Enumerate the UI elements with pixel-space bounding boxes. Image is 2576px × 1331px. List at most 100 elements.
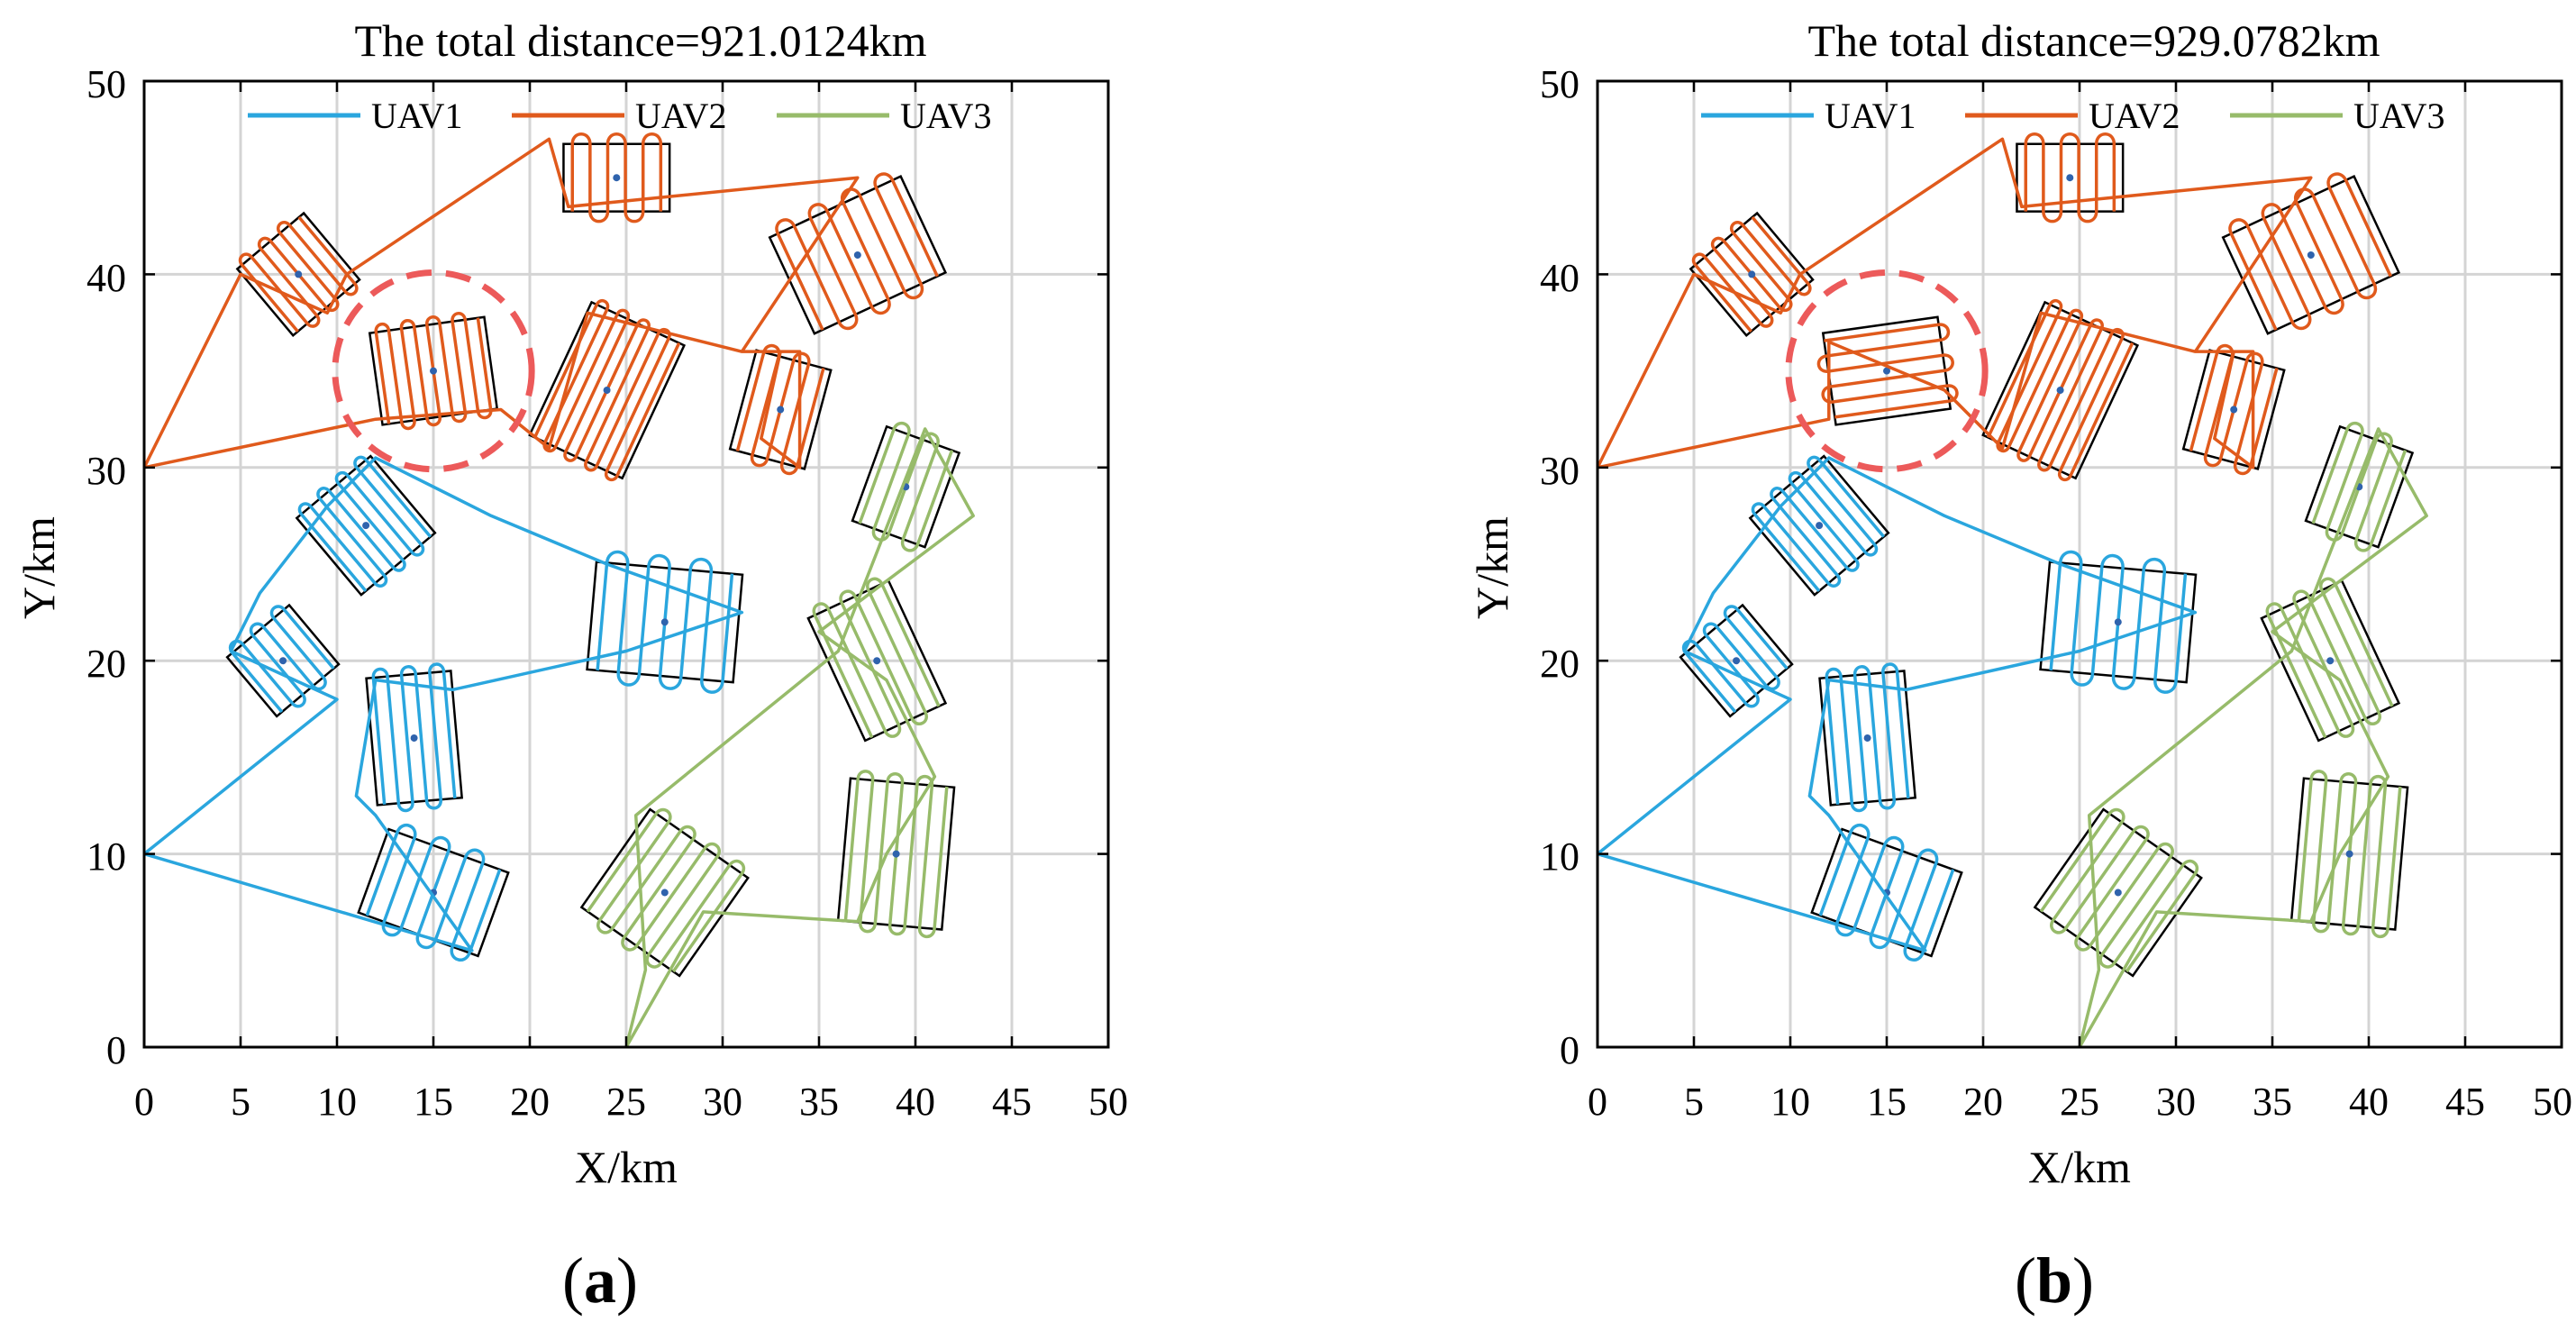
region-center [410,734,418,742]
coverage-region-uav1 [357,823,510,962]
x-tick-label: 5 [1684,1080,1704,1124]
coverage-region-uav2 [728,343,833,476]
x-tick-label: 25 [606,1080,646,1124]
highlight-circle [1785,269,1989,473]
coverage-region-uav3 [851,421,961,552]
sweep-path [586,807,746,973]
x-axis-label: X/km [575,1142,678,1192]
coverage-region-uav2 [1816,315,1959,426]
region-center [660,618,669,626]
coverage-region-uav1 [586,550,744,694]
coverage-region-uav2 [528,298,687,482]
y-tick-label: 30 [86,449,126,493]
coverage-region-uav1 [1810,823,1963,962]
y-tick-label: 40 [86,256,126,300]
coverage-region-uav3 [579,807,750,978]
legend-label-uav2: UAV2 [2089,96,2180,136]
y-tick-label: 20 [1540,642,1579,686]
region-center [2114,618,2122,626]
legend-label-uav1: UAV1 [371,96,463,136]
chart-panel-a: The total distance=921.0124km UAV1 UAV2 … [14,15,1128,1317]
y-axis-label: Y/km [1467,516,1517,619]
sweep-path [2311,421,2408,552]
region-center [2307,251,2315,259]
coverage-region-uav3 [806,577,948,743]
x-tick-label: 20 [510,1080,550,1124]
coverage-region-uav1 [2039,550,2198,694]
sweep-path [238,215,359,333]
x-tick-label: 0 [1588,1080,1607,1124]
region-center [853,251,861,259]
coverage-region-uav1 [225,603,341,718]
highlight-circle [332,269,535,473]
y-tick-label: 0 [106,1028,126,1072]
region-center [2345,850,2353,858]
region-boundary [562,142,671,213]
region-boundary [768,175,948,335]
coverage-region-uav1 [1818,662,1917,813]
region-boundary [2221,175,2401,335]
region-center [603,387,611,395]
x-tick-label: 10 [1770,1080,1810,1124]
coverage-region-uav3 [836,770,956,939]
x-tick-label: 15 [414,1080,453,1124]
route-uav1 [1596,456,2198,953]
chart-title: The total distance=921.0124km [354,15,926,66]
region-center [2066,174,2074,182]
y-tick-label: 30 [1540,449,1579,493]
region-boundary [806,579,948,743]
region-center [2114,889,2122,897]
route-uav1 [142,456,744,953]
region-center [362,522,370,530]
region-boundary [579,807,750,978]
region-center [2326,657,2335,665]
y-tick-label: 50 [86,62,126,106]
region-center [892,850,900,858]
sweep-path [2189,343,2279,476]
coverage-region-uav2 [2016,132,2125,223]
region-center [1883,367,1890,375]
x-axis-label: X/km [2028,1142,2131,1192]
route-uav3 [624,427,975,1048]
region-boundary [225,603,341,718]
legend-label-uav1: UAV1 [1825,96,1916,136]
y-tick-label: 10 [1540,834,1579,879]
coverage-region-uav2 [2181,343,2286,476]
y-tick-label: 20 [86,642,126,686]
region-center [873,657,881,665]
region-boundary [2260,579,2401,743]
sweep-path [1751,455,1886,592]
x-tick-label: 40 [2349,1080,2389,1124]
region-center [2230,406,2238,414]
coverage-region-uav3 [2033,807,2203,978]
coverage-region-uav2 [368,312,499,431]
x-tick-label: 25 [2060,1080,2099,1124]
legend-label-uav3: UAV3 [2353,96,2445,136]
route-uav2 [1596,137,2313,469]
x-tick-label: 5 [231,1080,250,1124]
region-boundary [295,454,437,597]
sweep-path [2228,172,2392,331]
region-center [1733,657,1741,665]
region-boundary [2033,807,2203,978]
sweep-path [1816,323,1959,419]
sweep-path [2024,132,2116,223]
x-tick-label: 10 [317,1080,357,1124]
legend: UAV1 UAV2 UAV3 [248,96,992,136]
sweep-path [596,550,734,694]
sweep-path [371,662,457,813]
sweep-path [228,605,335,714]
coverage-region-uav3 [2289,770,2409,939]
coverage-region-uav2 [768,172,948,335]
region-center [1863,734,1871,742]
sweep-path [2049,550,2188,694]
y-tick-label: 10 [86,834,126,879]
region-center [430,367,437,375]
route-uav3 [2078,427,2428,1048]
region-center [295,270,303,278]
region-center [1816,522,1824,530]
panel-label: (b) [2015,1244,2094,1317]
x-tick-label: 35 [799,1080,839,1124]
region-center [777,406,785,414]
